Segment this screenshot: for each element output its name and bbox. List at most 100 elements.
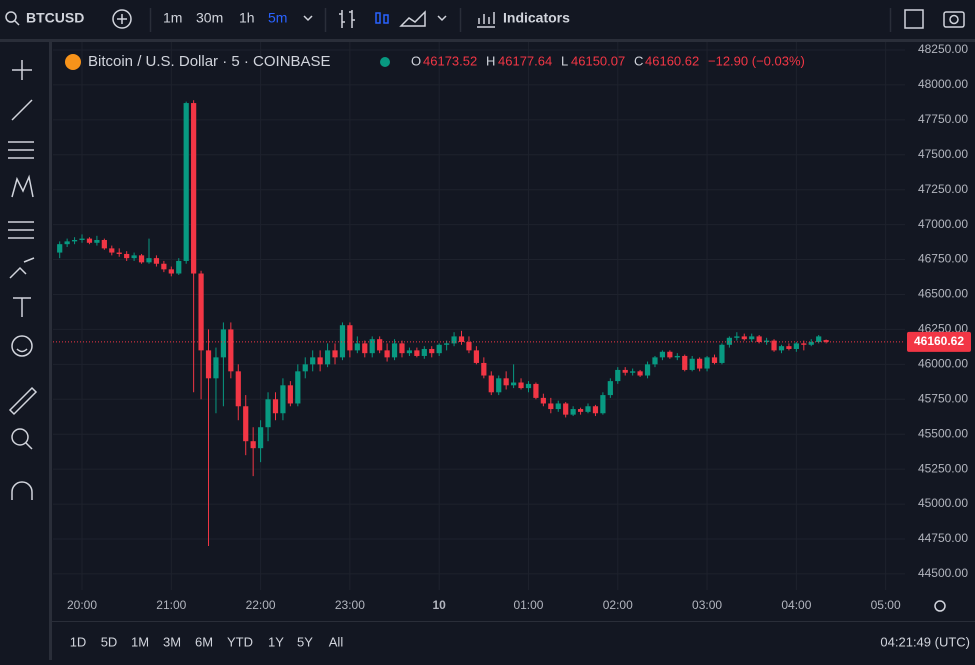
interval[interactable]: 30m	[196, 10, 223, 26]
candle-body	[109, 248, 115, 253]
candle-body	[630, 371, 636, 373]
candle-body	[205, 350, 212, 379]
range[interactable]: 5Y	[297, 634, 313, 649]
candle-body	[317, 357, 323, 365]
ohlc-label: C	[634, 53, 643, 68]
candle-body	[421, 348, 427, 356]
candle-body	[577, 409, 584, 412]
y-tick-label: 46750.00	[918, 252, 968, 266]
clock: 04:21:49 (UTC)	[880, 634, 970, 649]
candle-body	[302, 364, 308, 372]
candle-body	[525, 383, 532, 389]
candle-body	[272, 399, 279, 414]
candle-body	[369, 339, 375, 354]
candle-body	[258, 427, 264, 449]
x-tick-label: 21:00	[156, 598, 186, 612]
candle-body	[570, 409, 576, 415]
candle-body	[384, 350, 390, 358]
ohlc-value: 46177.64	[498, 53, 552, 68]
candle-body	[138, 255, 145, 263]
candle-body	[64, 241, 70, 245]
candle-body	[503, 378, 509, 386]
candle-body	[540, 397, 546, 404]
y-tick-label: 45000.00	[918, 496, 968, 510]
candle-body	[228, 329, 234, 372]
candle-body	[94, 239, 100, 243]
candle-body	[391, 343, 398, 358]
interval-active[interactable]: 5m	[268, 10, 287, 26]
candle-body	[377, 339, 383, 351]
candle-body	[86, 238, 93, 243]
candle-body	[600, 395, 606, 414]
candle-body	[116, 252, 122, 254]
candle-body	[176, 260, 182, 274]
candle-body	[481, 362, 487, 376]
candle-body	[243, 406, 249, 442]
range[interactable]: 1D	[70, 634, 87, 649]
candle-body	[607, 381, 613, 396]
y-tick-label: 47750.00	[918, 112, 968, 126]
candle-body	[146, 258, 152, 263]
range[interactable]: 3M	[163, 634, 181, 649]
ohlc-label: H	[486, 53, 495, 68]
candle-body	[362, 343, 368, 354]
candle-body	[198, 273, 204, 351]
candle-body	[406, 350, 413, 354]
candle-body	[131, 255, 137, 259]
ohlc-value: 46173.52	[423, 53, 477, 68]
y-tick-label: 45500.00	[918, 426, 968, 440]
range[interactable]: 6M	[195, 634, 213, 649]
last-price-label: 46160.62	[914, 334, 964, 348]
candle-body	[235, 371, 241, 407]
indicators-button[interactable]: Indicators	[503, 10, 570, 26]
candle-body	[153, 258, 160, 264]
candle-body	[332, 350, 338, 358]
candle-body	[466, 341, 472, 351]
candle-body	[763, 340, 770, 342]
y-tick-label: 44750.00	[918, 531, 968, 545]
interval[interactable]: 1h	[239, 10, 255, 26]
candle-body	[615, 369, 621, 382]
candle-body	[808, 341, 814, 345]
x-tick-label: 02:00	[603, 598, 633, 612]
candle-body	[667, 351, 673, 358]
candle-body	[414, 350, 420, 356]
y-tick-label: 46500.00	[918, 287, 968, 301]
range[interactable]: All	[329, 634, 344, 649]
range[interactable]: 1Y	[268, 634, 284, 649]
candle-body	[310, 357, 316, 365]
change: −12.90 (−0.03%)	[708, 53, 805, 68]
range[interactable]: 1M	[131, 634, 149, 649]
candle-body	[295, 371, 301, 404]
candle-body	[71, 239, 78, 242]
candle-body	[451, 336, 457, 344]
y-tick-label: 45250.00	[918, 461, 968, 475]
candle-body	[496, 378, 502, 393]
candle-body	[816, 336, 822, 342]
candle-body	[436, 344, 442, 354]
candle-body	[786, 346, 792, 349]
x-tick-label: 20:00	[67, 598, 97, 612]
range[interactable]: 5D	[101, 634, 118, 649]
candle-body	[287, 385, 293, 404]
x-tick-label: 04:00	[781, 598, 811, 612]
chart-title: Bitcoin / U.S. Dollar · 5 · COINBASE	[88, 53, 331, 70]
x-tick-label: 01:00	[513, 598, 543, 612]
candle-body	[399, 343, 405, 354]
candle-body	[429, 348, 435, 354]
candle-body	[801, 343, 807, 345]
y-tick-label: 46000.00	[918, 357, 968, 371]
interval[interactable]: 1m	[163, 10, 182, 26]
candle-body	[168, 269, 174, 274]
candle-body	[749, 336, 755, 340]
candle-body	[124, 253, 130, 259]
symbol[interactable]: BTCUSD	[26, 10, 84, 26]
candle-body	[659, 351, 666, 358]
ohlc-value: 46150.07	[571, 53, 625, 68]
y-tick-label: 45750.00	[918, 391, 968, 405]
range[interactable]: YTD	[227, 634, 253, 649]
candle-body	[592, 406, 599, 414]
x-tick-label: 03:00	[692, 598, 722, 612]
candle-body	[473, 350, 479, 363]
